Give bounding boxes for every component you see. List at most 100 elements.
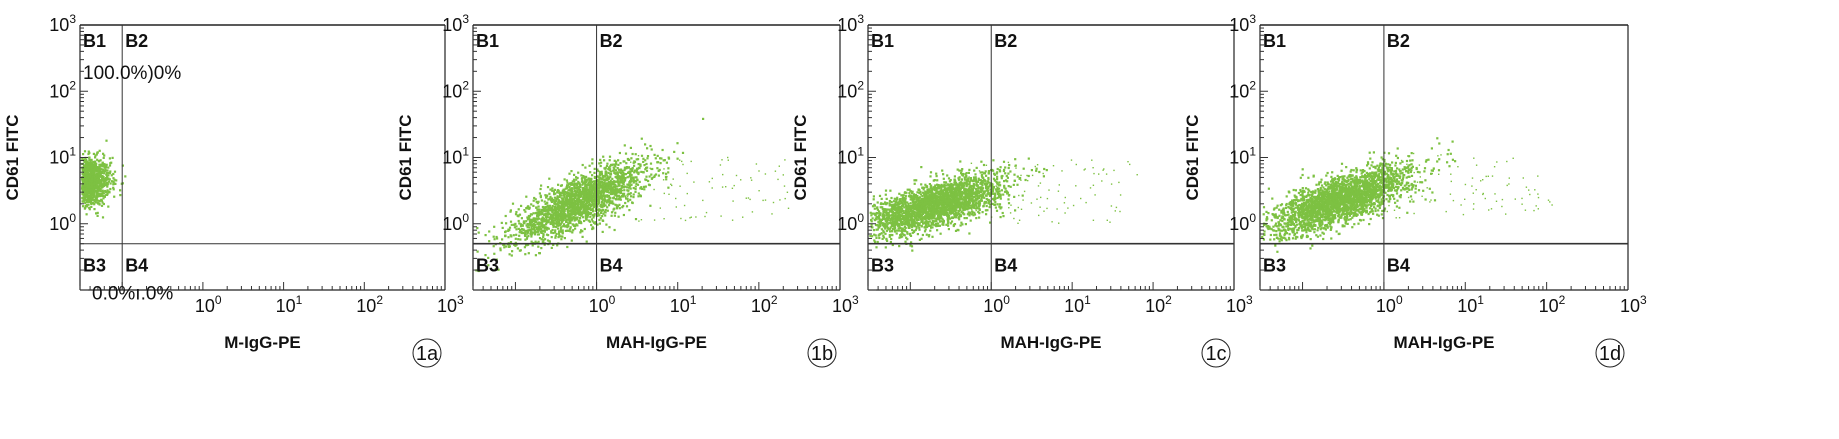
event-point (554, 212, 557, 215)
event-point (525, 244, 529, 247)
event-point (82, 194, 85, 197)
event-point (988, 206, 991, 209)
event-point (972, 192, 975, 195)
event-point (560, 205, 563, 208)
event-point (927, 235, 930, 238)
event-point (643, 188, 646, 191)
event-point (83, 160, 86, 163)
event-point (558, 213, 561, 216)
event-point (731, 187, 734, 189)
event-point (552, 212, 555, 215)
event-point (1009, 185, 1012, 188)
event-point (963, 213, 966, 216)
event-point (83, 175, 87, 178)
event-point (520, 230, 523, 233)
event-point (874, 234, 877, 237)
event-point (774, 170, 777, 172)
event-point (585, 178, 589, 181)
event-point (99, 164, 102, 167)
event-point (532, 199, 535, 202)
event-point (84, 177, 87, 180)
event-point (85, 162, 88, 165)
event-point (1045, 169, 1048, 172)
event-point (598, 162, 601, 165)
event-point (629, 187, 632, 190)
quadrant-percent-lower: 0.0%ı.0% (92, 284, 173, 305)
event-point (124, 175, 127, 178)
event-point (882, 236, 885, 239)
event-point (945, 223, 948, 226)
event-point (612, 202, 615, 205)
event-point (609, 179, 612, 182)
event-point (91, 184, 94, 187)
event-point (583, 189, 586, 192)
event-point (871, 205, 875, 208)
event-point (527, 231, 530, 234)
event-point (555, 232, 558, 236)
event-point (94, 173, 97, 176)
event-point (645, 162, 648, 166)
event-point (941, 218, 944, 221)
event-point (550, 206, 554, 209)
event-point (720, 215, 722, 217)
event-point (672, 178, 674, 180)
event-point (556, 223, 559, 227)
event-point (614, 188, 617, 191)
event-point (561, 202, 564, 205)
event-point (103, 164, 106, 167)
event-point (583, 204, 586, 207)
event-point (987, 176, 990, 180)
event-point (625, 197, 628, 200)
event-point (96, 188, 99, 191)
event-point (545, 215, 548, 219)
event-point (550, 208, 553, 211)
event-points (81, 139, 127, 219)
event-point (507, 229, 510, 232)
event-point (81, 181, 84, 184)
event-point (109, 162, 112, 165)
event-point (476, 250, 479, 253)
event-point (512, 234, 515, 237)
event-point (526, 205, 529, 208)
event-point (598, 208, 601, 211)
event-point (594, 180, 597, 183)
event-point (91, 173, 94, 176)
event-point (663, 168, 665, 170)
event-point (622, 161, 624, 163)
event-point (680, 217, 682, 220)
event-point (907, 226, 910, 229)
event-point (940, 191, 943, 194)
event-point (607, 171, 610, 175)
event-point (571, 203, 574, 206)
event-point (523, 246, 526, 249)
event-point (624, 177, 627, 180)
event-point (613, 214, 616, 217)
event-point (920, 237, 923, 240)
event-point (564, 204, 568, 207)
event-point (579, 193, 582, 196)
event-point (633, 164, 636, 167)
event-point (602, 176, 605, 179)
event-point (621, 179, 624, 182)
event-point (988, 185, 991, 188)
event-point (570, 212, 573, 215)
event-point (958, 218, 961, 221)
event-point (85, 170, 89, 173)
event-point (944, 187, 947, 190)
event-point (624, 167, 628, 170)
event-point (874, 240, 877, 243)
event-point (588, 186, 591, 190)
event-point (630, 169, 634, 173)
event-point (86, 188, 89, 191)
event-point (92, 181, 96, 184)
event-point (909, 194, 912, 197)
event-point (646, 157, 649, 160)
event-point (86, 172, 89, 175)
event-point (101, 179, 104, 182)
event-point (646, 166, 649, 169)
event-point (958, 215, 961, 218)
event-point (565, 179, 568, 182)
event-point (111, 156, 114, 159)
event-point (731, 219, 734, 221)
event-point (517, 238, 520, 241)
